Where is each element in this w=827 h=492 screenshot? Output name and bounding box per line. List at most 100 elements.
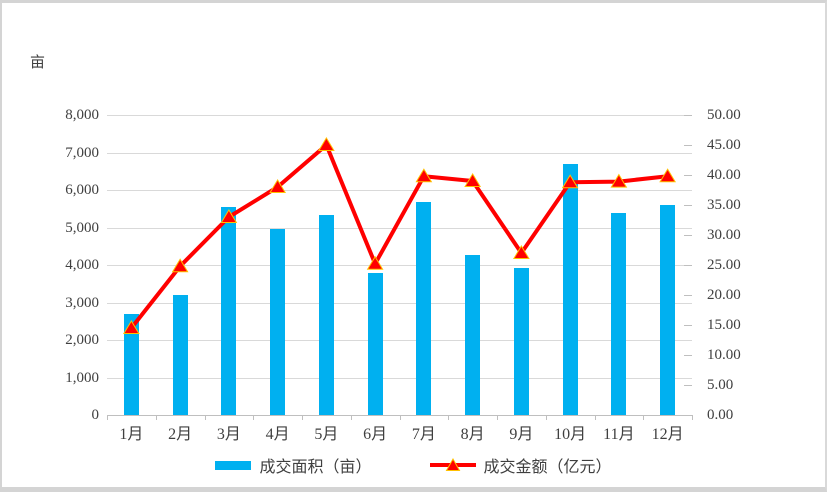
y-axis-left-tick-label: 0 bbox=[91, 407, 100, 423]
line-marker-9月 bbox=[512, 245, 530, 259]
line-marker-8月 bbox=[464, 173, 482, 187]
line-marker-5月 bbox=[317, 137, 335, 151]
y-axis-left-tick-label: 5,000 bbox=[65, 219, 99, 236]
gridline bbox=[107, 265, 692, 266]
y-axis-left-tick-label: 8,000 bbox=[65, 107, 99, 123]
line-marker-4月 bbox=[269, 179, 287, 193]
legend-item-area: 成交面积（亩） bbox=[215, 453, 372, 477]
y-axis-right-tick-label: 40.00 bbox=[707, 167, 741, 183]
legend-item-amount: 成交金额（亿元） bbox=[429, 453, 612, 477]
line-marker-7月 bbox=[415, 168, 433, 183]
gridline bbox=[107, 152, 692, 154]
x-axis-tick-mark bbox=[253, 415, 255, 420]
gridline bbox=[107, 115, 692, 116]
gridline bbox=[107, 190, 692, 191]
y-axis-left-tick-label: 3,000 bbox=[65, 294, 99, 311]
bar-8月 bbox=[465, 254, 481, 415]
bar-7月 bbox=[416, 202, 432, 415]
legend-line-swatch-icon bbox=[429, 457, 476, 472]
y-axis-right-tick-label: 5.00 bbox=[707, 377, 734, 393]
y-axis-left-tick-label: 7,000 bbox=[65, 144, 99, 161]
line-marker-11月 bbox=[610, 173, 628, 188]
x-axis-tick-mark bbox=[399, 415, 401, 420]
y-axis-right-tick-label: 0.00 bbox=[707, 407, 734, 423]
x-axis-label: 8月 bbox=[460, 426, 485, 443]
x-axis-tick-mark bbox=[155, 415, 157, 420]
bar-2月 bbox=[172, 294, 188, 415]
y-axis-left-tick-label: 4,000 bbox=[65, 257, 99, 273]
x-axis-tick-mark bbox=[448, 415, 450, 420]
bar-9月 bbox=[513, 268, 529, 415]
x-axis-label: 10月 bbox=[554, 426, 587, 443]
bar-10月 bbox=[562, 163, 578, 415]
bar-6月 bbox=[367, 272, 383, 415]
line-path bbox=[129, 143, 668, 330]
y-axis-right-tick-mark bbox=[684, 205, 692, 206]
left-axis-unit-label: 亩 bbox=[30, 55, 46, 71]
y-axis-right-tick-label: 25.00 bbox=[707, 257, 741, 273]
x-axis-label: 12月 bbox=[651, 426, 684, 443]
y-axis-right-tick-label: 45.00 bbox=[707, 137, 741, 153]
line-marker-2月 bbox=[171, 258, 189, 273]
y-axis-right-tick-mark bbox=[684, 145, 692, 146]
y-axis-right-tick-mark bbox=[684, 295, 692, 296]
x-axis-tick-mark bbox=[643, 415, 645, 420]
y-axis-right-tick-label: 35.00 bbox=[707, 197, 741, 213]
line-marker-6月 bbox=[366, 255, 384, 270]
bar-4月 bbox=[270, 229, 286, 415]
bar-12月 bbox=[660, 205, 676, 415]
legend-bar-swatch-icon bbox=[215, 460, 252, 470]
y-axis-right-tick-mark bbox=[684, 355, 692, 356]
x-axis-label: 11月 bbox=[603, 426, 635, 443]
gridline bbox=[107, 227, 692, 229]
line-marker-1月 bbox=[122, 320, 140, 334]
bar-11月 bbox=[611, 212, 627, 415]
line-marker-12月 bbox=[659, 168, 677, 183]
y-axis-right-tick-label: 20.00 bbox=[707, 287, 741, 303]
x-axis-tick-mark bbox=[107, 415, 108, 420]
x-axis-tick-mark bbox=[692, 415, 693, 420]
y-axis-right-tick-mark bbox=[684, 265, 692, 266]
y-axis-right-tick-mark bbox=[684, 175, 692, 176]
y-axis-left-tick-label: 1,000 bbox=[65, 369, 99, 386]
x-axis-label: 1月 bbox=[119, 426, 144, 443]
x-axis-label: 5月 bbox=[314, 426, 339, 443]
x-axis-tick-mark bbox=[350, 415, 352, 420]
x-axis-label: 2月 bbox=[168, 426, 193, 443]
y-axis-left-tick-label: 2,000 bbox=[65, 332, 99, 348]
x-axis-tick-mark bbox=[545, 415, 547, 420]
gridline bbox=[107, 377, 692, 379]
y-axis-right-tick-label: 30.00 bbox=[707, 227, 741, 243]
x-axis-label: 3月 bbox=[216, 426, 241, 443]
x-axis-tick-mark bbox=[204, 415, 206, 420]
bar-1月 bbox=[123, 313, 139, 415]
y-axis-right-tick-mark bbox=[684, 415, 692, 416]
line-marker-10月 bbox=[561, 174, 579, 189]
x-axis-tick-mark bbox=[594, 415, 596, 420]
legend-label-area: 成交面积（亩） bbox=[259, 459, 372, 476]
gridline bbox=[107, 340, 692, 341]
x-axis-tick-mark bbox=[497, 415, 498, 420]
x-axis-tick-mark bbox=[302, 415, 303, 420]
bar-5月 bbox=[318, 215, 334, 415]
legend-label-amount: 成交金额（亿元） bbox=[483, 459, 612, 476]
y-axis-right-tick-mark bbox=[684, 385, 692, 386]
line-series bbox=[122, 137, 677, 334]
y-axis-right-tick-mark bbox=[684, 235, 692, 236]
y-axis-right-tick-mark bbox=[684, 325, 692, 326]
line-marker-3月 bbox=[220, 209, 238, 223]
x-axis-label: 6月 bbox=[363, 426, 388, 443]
y-axis-right-tick-label: 50.00 bbox=[707, 107, 741, 123]
y-axis-left-tick-label: 6,000 bbox=[65, 182, 99, 198]
gridline bbox=[107, 302, 692, 304]
y-axis-right-tick-label: 15.00 bbox=[707, 317, 741, 333]
y-axis-right-tick-mark bbox=[684, 115, 692, 116]
y-axis-right-tick-label: 10.00 bbox=[707, 347, 741, 363]
x-axis-label: 7月 bbox=[411, 426, 436, 443]
legend-triangle-marker-icon bbox=[445, 457, 460, 471]
x-axis-label: 9月 bbox=[509, 426, 534, 443]
bar-3月 bbox=[221, 206, 237, 415]
legend: 成交面积（亩） 成交金额（亿元） bbox=[2, 453, 825, 477]
x-axis-label: 4月 bbox=[265, 426, 290, 443]
